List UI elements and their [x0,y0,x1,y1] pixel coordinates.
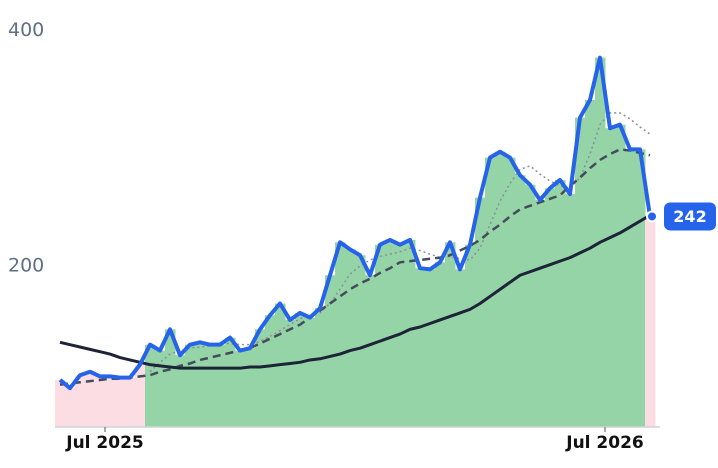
area-column [405,239,416,427]
area-column [255,329,266,427]
area-column [575,117,586,427]
area-column [515,175,526,427]
area-column [465,244,476,427]
area-column [325,275,336,427]
x-tick-label: Jul 2026 [565,433,644,453]
area-column [505,157,516,427]
area-column [425,269,436,427]
y-tick-label: 200 [8,254,44,276]
area-column [585,99,596,427]
area-column [175,355,186,427]
area-column [555,179,566,427]
area-column [245,348,256,427]
area-column [185,344,196,427]
area-column [215,344,226,427]
area-column [435,262,446,427]
area-column [525,184,536,427]
area-column [345,249,356,427]
area-column [135,364,146,427]
area-column [115,377,126,427]
area-column [85,371,96,427]
area-column [295,312,306,427]
area-column [315,308,326,427]
area-column [95,376,106,427]
series-line [59,213,651,370]
last-value-label: 242 [673,207,706,226]
area-column [125,377,136,427]
area-column [475,197,486,427]
area-column [265,315,276,427]
area-column [105,376,116,427]
area-column [605,128,616,427]
area-column [635,149,646,428]
area-column [645,216,656,427]
area-column [445,242,456,427]
area-column [75,375,86,427]
area-column [395,244,406,427]
area-column [165,329,176,427]
area-column [225,337,236,427]
series-line [58,55,652,391]
area-column [615,124,626,427]
area-column [545,188,556,427]
area-column [55,379,66,427]
area-column [415,268,426,427]
area-column [485,157,496,427]
area-column [145,344,156,427]
x-tick-label: Jul 2025 [65,433,144,453]
y-tick-label: 400 [8,19,44,41]
area-column [65,388,76,427]
area-column [565,194,576,427]
area-column [375,244,386,427]
area-column [335,242,346,427]
area-column [235,350,246,427]
area-column [285,319,296,427]
area-column [195,342,206,427]
area-column [625,149,636,428]
series-line [59,148,651,386]
area-column [535,199,546,427]
area-column [365,275,376,427]
last-value-badge [664,202,716,231]
area-column [355,255,366,427]
area-column [385,239,396,427]
area-column [155,350,166,427]
area-column [205,344,216,427]
last-point [646,210,658,223]
area-column [455,269,466,427]
area-column [305,317,316,427]
